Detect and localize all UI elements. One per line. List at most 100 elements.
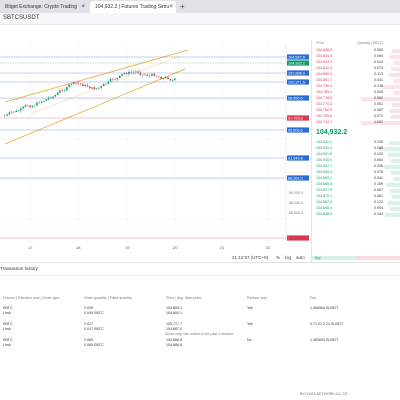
candle-body [20,108,22,111]
cell-fee: 0.71 01 2 24 SUSDT [310,322,344,326]
log-toggle[interactable]: log [285,255,292,260]
candle-body [105,83,107,85]
order-quantity: 0.045 [374,90,383,94]
status-bar: BIG DATA NETWORK ALL SIT... [300,392,351,396]
order-quantity: 0.051 [374,102,383,106]
tab-label: Bitget Exchange: Crypto Trading [5,4,77,10]
order-book-header: Price Quantity (SBTC) [312,40,400,46]
quantity-header: Quantity (SBTC) [357,41,384,45]
order-book-row[interactable]: 104,812.5 0.073 [312,66,400,72]
order-book-row[interactable]: 104,848.0 0.183 [312,212,400,218]
depth-bar [389,206,400,211]
candle-body [10,111,13,113]
order-book-row[interactable]: 104,762.5 0.087 [312,108,400,114]
order-book-row[interactable]: 104,790.4 0.236 [312,84,400,90]
candle-body [89,86,91,89]
candle-body [38,102,40,104]
order-book-row[interactable]: 104,778.8 2.392 [312,96,400,102]
order-price: 104,921.6 [316,152,332,156]
close-icon[interactable]: × [169,4,173,10]
candle-body [160,76,162,79]
auto-toggle[interactable]: auto [296,255,305,260]
candle-body [107,81,109,84]
candle-body [137,71,139,73]
order-price: 104,812.5 [316,66,332,70]
order-book-row[interactable]: 104,932.2 0.105 [312,140,400,146]
candle-body [174,78,176,81]
order-book-row[interactable]: 104,785.0 0.045 [312,90,400,96]
order-price: 104,744.1 [316,120,332,124]
depth-bar [390,188,400,193]
order-book-row[interactable]: 104,770.2 0.051 [312,102,400,108]
candle-body [59,90,61,93]
candle-body [165,77,167,79]
order-quantity: 0.041 [374,176,383,180]
order-quantity: 0.071 [374,114,383,118]
order-price: 104,877.5 [316,188,332,192]
order-book-row[interactable]: 104,862.9 0.122 [312,200,400,206]
cell-reduce-only: No [247,338,252,342]
depth-bar [390,108,400,113]
table-row[interactable]: SBTC Limit 0.017 0.017 SBTC 105,717.7 104,… [0,322,400,334]
order-book-row[interactable]: 104,834.4 0.094 [312,54,400,60]
transaction-history-tab[interactable]: Transaction history [0,266,38,271]
order-price: 104,932.2 [316,140,332,144]
table-row[interactable]: SBTC Limit 0.065 0.065 SBTC 104,888.8 104,… [0,338,400,350]
order-book-row[interactable]: 104,929.4 0.285 [312,146,400,152]
cell-price: 104,800.1 104,800.1 [166,306,182,315]
order-book-row[interactable]: 104,885.8 0.159 [312,182,400,188]
candle-body [125,73,128,75]
order-book-row[interactable]: 104,801.7 0.041 [312,78,400,84]
last-price: 104,932.2 [316,129,348,136]
order-quantity: 2.392 [374,96,383,100]
candle-body [31,105,34,108]
channel-upper-line [4,49,189,103]
chart-time: 21:12:57 (UTC+9) [232,255,269,260]
order-price: 104,755.6 [316,114,332,118]
depth-bar [392,176,400,181]
cell-quantity: 0.017 0.017 SBTC [84,322,104,331]
new-tab-icon[interactable]: + [180,2,185,11]
order-quantity: 0.122 [374,200,383,204]
order-book-row[interactable]: 104,907.7 0.206 [312,164,400,170]
chart-canvas[interactable]: 104,547.0 104,932.2 102,886.4 102,371.5 98,9… [0,44,310,244]
order-quantity: 0.073 [374,66,383,70]
order-book-row[interactable]: 104,744.1 1.032 [312,120,400,126]
tab-label: 104,932.2 | Futures Trading Simu [95,4,170,10]
order-book-row[interactable]: 104,755.6 0.071 [312,114,400,120]
order-book-row[interactable]: 104,823.3 0.012 [312,60,400,66]
price-chart[interactable]: 104,547.0 104,932.2 102,886.4 102,371.5 98,9… [0,44,310,256]
table-row[interactable]: SBTC Limit 0.049 0.049 SBTC 104,800.1 104,… [0,306,400,318]
order-book-row[interactable]: 104,900.3 0.078 [312,170,400,176]
order-price: 104,862.9 [316,200,332,204]
order-quantity: 0.078 [374,170,383,174]
candle-body [86,85,89,87]
depth-bar [384,212,400,217]
order-book-row[interactable]: 104,893.1 0.041 [312,176,400,182]
order-book-row[interactable]: 104,855.4 0.094 [312,206,400,212]
order-book-row[interactable]: 104,915.0 0.064 [312,158,400,164]
order-book-row[interactable]: 104,870.2 0.061 [312,194,400,200]
channel-mid-line [29,55,181,115]
order-book-row[interactable]: 104,835.9 0.050 [312,48,400,54]
buy-ratio: Buy [311,256,356,260]
order-book-row[interactable]: 104,877.5 0.087 [312,188,400,194]
tab-futures-trading[interactable]: 104,932.2 | Futures Trading Simu × [90,1,176,13]
candle-body [52,96,54,99]
percent-toggle[interactable]: % [276,255,281,260]
order-book-row[interactable]: 104,921.6 0.120 [312,152,400,158]
price-tag-label: 89,391.0 [288,176,303,180]
order-book-row[interactable]: 104,806.2 0.113 [312,72,400,78]
candle-body [123,73,126,75]
order-price: 104,870.2 [316,194,332,198]
price-tag-bg [287,115,309,121]
candle-body [102,83,105,87]
candle-body [130,71,132,73]
close-icon[interactable]: × [81,4,85,10]
order-book: Price Quantity (SBTC) 104,835.9 0.050 104,… [311,40,400,262]
candle-body [139,72,142,75]
cell-futures: SBTC Limit [3,306,13,315]
tab-bitget-exchange[interactable]: Bitget Exchange: Crypto Trading × [0,1,88,13]
candle-body [82,83,84,87]
cell-quantity: 0.065 0.065 SBTC [84,338,104,347]
